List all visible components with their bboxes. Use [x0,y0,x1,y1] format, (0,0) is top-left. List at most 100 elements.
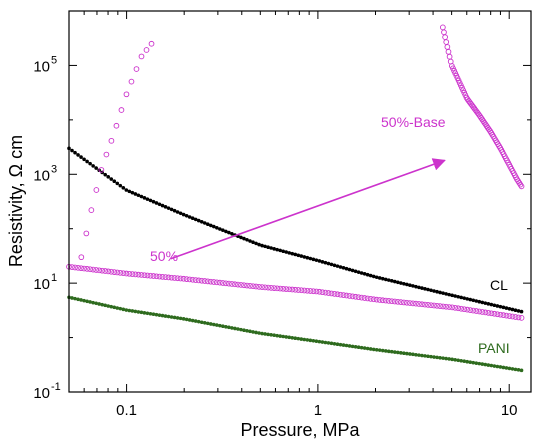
data-point [139,310,144,315]
data-point [510,307,515,312]
data-point [262,284,268,291]
data-point [123,91,130,98]
data-point [338,342,343,347]
y-tick-exponent: 3 [51,163,57,175]
data-point [218,227,222,231]
data-point [390,279,394,283]
data-point [480,362,485,366]
data-point [444,44,451,50]
data-point [495,304,500,308]
data-point [184,317,189,322]
data-point [408,283,412,288]
data-point [394,298,401,305]
data-point [311,257,316,262]
data-point [154,201,159,205]
data-point [382,297,389,304]
data-point [417,353,421,357]
data-point [405,282,409,287]
data-point [112,179,117,184]
data-point [416,301,422,307]
data-point [257,331,261,335]
data-point [248,329,252,334]
data-point [468,360,473,364]
data-point [477,299,482,304]
data-point [91,300,95,305]
data-point [332,341,337,346]
data-point [253,283,259,290]
data-point [168,274,175,281]
data-point [205,321,210,326]
data-point [482,309,489,316]
data-point [163,314,168,318]
series-low-pressure [78,40,155,261]
data-point [132,271,139,278]
data-point [78,265,84,272]
data-point [244,282,250,289]
data-point [365,272,370,277]
data-point [371,347,376,352]
annotation-pani: PANI [478,340,510,356]
series-50- [66,263,525,321]
data-point [459,358,463,363]
data-point [307,288,314,294]
data-point [429,288,433,293]
data-point [446,53,453,60]
data-point [399,351,403,355]
data-point [94,166,98,170]
data-point [136,193,141,198]
data-point [281,249,285,254]
data-point [304,287,311,294]
data-point [411,352,415,357]
annotation-arrow [170,158,446,260]
data-point [292,286,299,293]
data-point [504,366,509,370]
data-point [96,267,103,274]
data-point [429,354,433,359]
data-point [172,315,177,320]
y-tick-label: 10 [33,276,50,293]
data-point [506,313,513,319]
data-point [70,148,74,153]
data-point [174,275,181,282]
data-point [500,312,507,318]
data-point [383,277,388,282]
data-point [175,210,180,214]
data-point [453,294,457,298]
data-point [81,265,87,272]
data-point [118,183,123,188]
data-point [221,324,225,329]
data-point [82,298,86,303]
data-point [462,359,467,364]
data-point [350,268,355,273]
data-point [124,308,129,312]
data-point [293,252,298,257]
data-point [142,196,147,200]
data-point [216,279,223,286]
data-point [322,289,329,296]
data-point [121,307,126,312]
data-point [111,269,118,275]
data-point [78,254,85,261]
data-point [233,326,237,331]
data-point [374,348,379,352]
data-point [93,187,100,193]
data-point [175,316,180,320]
data-point [516,368,521,372]
data-point [431,302,437,309]
data-point [305,255,310,260]
data-point [462,296,467,300]
data-point [308,256,313,261]
series-pani [67,295,524,373]
data-point [99,267,106,274]
data-point [154,312,159,317]
data-point [84,266,90,272]
data-point [157,202,162,207]
data-point [284,335,289,339]
data-point [97,302,101,306]
data-point [479,309,486,315]
data-point [172,208,177,213]
data-point [437,303,443,309]
data-point [518,183,525,190]
data-point [362,272,367,276]
data-point [296,336,301,341]
